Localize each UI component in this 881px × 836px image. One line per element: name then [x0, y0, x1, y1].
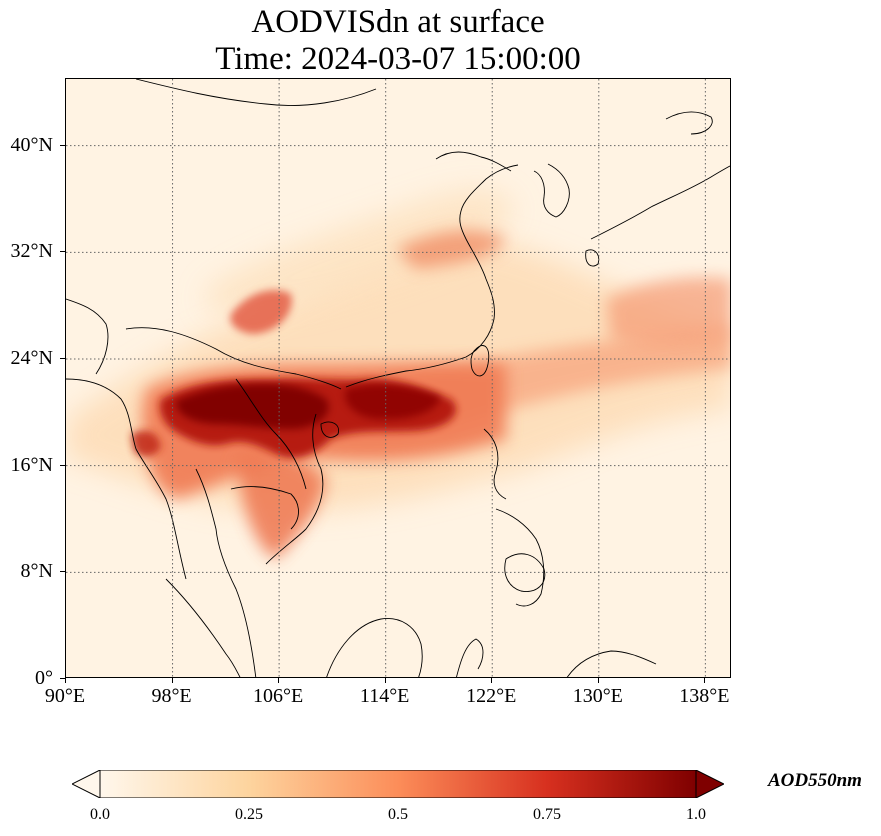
lon-tick-mark: [171, 678, 173, 683]
lon-tick-label: 122°E: [466, 685, 517, 707]
border-cambodia: [230, 486, 299, 530]
colorbar-tick-label: 0.5: [388, 806, 408, 823]
lat-tick-mark: [60, 464, 65, 466]
map-time-subtitle: Time: 2024-03-07 15:00:00: [215, 41, 581, 77]
coastline-sulawesi: [456, 638, 484, 677]
colorbar-label: AOD550nm: [768, 770, 862, 791]
colorbar-tick-label: 0.75: [533, 806, 561, 823]
lon-tick-mark: [278, 678, 280, 683]
lon-tick-mark: [384, 678, 386, 683]
gridlines: [66, 79, 730, 677]
aod-plume-japan: [606, 277, 730, 345]
colorbar-tick-label: 0.25: [235, 806, 263, 823]
coastline-myanmar: [66, 378, 187, 580]
lon-tick-label: 138°E: [679, 685, 730, 707]
coastline-sumatra: [165, 578, 241, 677]
coastline-japan-hokkaido: [665, 111, 713, 135]
lon-tick-mark: [597, 678, 599, 683]
aod-shading: [66, 189, 730, 559]
coastline-hainan: [320, 421, 339, 438]
lat-tick-label: 24°N: [10, 347, 53, 369]
aod-plume-myanmar: [131, 430, 161, 457]
coastline-bohai: [435, 151, 512, 172]
aod-field-map: [66, 79, 730, 677]
border-china-south: [125, 327, 342, 390]
aod-plume-pale-north: [206, 189, 516, 313]
lat-tick-mark: [60, 144, 65, 146]
coastline-borneo: [326, 618, 423, 677]
colorbar-gradient: [99, 770, 697, 798]
coastline-taiwan: [470, 345, 490, 377]
lat-tick-label: 0°: [35, 667, 53, 689]
lon-tick-label: 114°E: [359, 685, 410, 707]
lon-tick-label: 130°E: [572, 685, 623, 707]
aod-plume-darkest: [176, 384, 329, 429]
coastlines: [66, 79, 730, 677]
lat-tick-label: 32°N: [10, 240, 53, 263]
map-plot-area: [65, 78, 731, 678]
lat-tick-label: 16°N: [10, 453, 53, 476]
coastline-newguinea: [566, 650, 657, 677]
lon-tick-label: 106°E: [253, 685, 304, 707]
aod-plume-yangtze: [396, 230, 506, 269]
map-title: AODVISdn at surface: [251, 4, 545, 40]
coastline-japan-honshu: [590, 165, 730, 240]
lon-tick-label: 98°E: [151, 685, 192, 707]
coastline-india-east: [66, 298, 109, 375]
lon-tick-mark: [491, 678, 493, 683]
aod-plume-sichuan: [230, 290, 292, 334]
aod-plume-indochina: [236, 454, 326, 559]
coastline-philippines-south: [495, 508, 545, 607]
lat-tick-mark: [60, 358, 65, 359]
coastline-vietnam: [265, 413, 324, 565]
lon-tick-mark: [65, 678, 66, 683]
lat-tick-label: 8°N: [20, 560, 53, 583]
coastline-thailand-gulf: [195, 468, 257, 677]
border-laos: [235, 378, 307, 490]
lat-tick-mark: [60, 678, 65, 679]
colorbar-extend-max-arrow: [695, 770, 724, 798]
coastline-mindanao: [504, 553, 546, 592]
lon-tick-label: 90°E: [44, 685, 86, 707]
coastline-japan-kyushu: [585, 249, 600, 267]
lon-tick-mark: [704, 678, 706, 683]
colorbar-extend-min-arrow: [72, 770, 101, 798]
lat-tick-mark: [60, 251, 65, 253]
coastline-china-east: [345, 164, 519, 388]
lat-tick-label: 40°N: [10, 133, 53, 156]
aod-plume-darkest-east: [345, 384, 441, 420]
colorbar-tick-label: 0.0: [90, 806, 110, 823]
border-mongolia: [135, 79, 377, 106]
coastline-luzon: [483, 428, 507, 500]
colorbar: [72, 770, 724, 798]
lat-tick-mark: [60, 571, 65, 573]
colorbar-tick-label: 1.0: [686, 806, 706, 823]
coastline-korea: [533, 163, 570, 218]
